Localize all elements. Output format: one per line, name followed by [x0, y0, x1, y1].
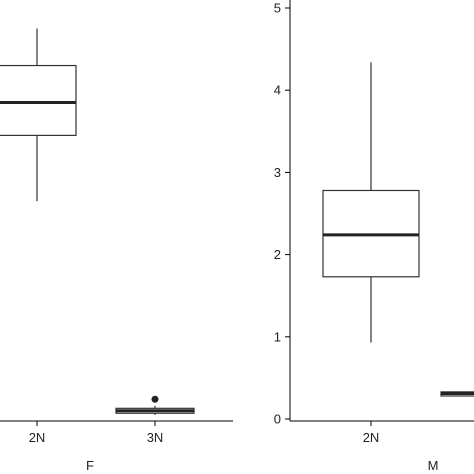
panel-m-y-tick-label: 1: [274, 329, 281, 344]
panel-f-x-tick-label: 3N: [147, 430, 164, 445]
panel-m-y-tick-label: 0: [274, 412, 281, 427]
outlier-point: [151, 395, 159, 403]
panel-f-box-2N: [0, 28, 77, 202]
panel-m-x-tick-label: 2N: [363, 430, 380, 445]
panel-f-x-tick-label: 2N: [29, 430, 46, 445]
panel-m-box-2N: [322, 62, 420, 343]
panel-m-y-tick-label: 2: [274, 247, 281, 262]
panel-f-box-3N: [115, 395, 195, 415]
panel-m-y-tick-label: 3: [274, 165, 281, 180]
iqr-box: [0, 64, 77, 137]
panel-f: 2N 3N F: [0, 28, 233, 473]
panel-m-facet-label: M: [428, 458, 439, 473]
panel-m-y-tick-label: 5: [274, 1, 281, 16]
panel-m-box-3N: [440, 391, 474, 397]
panel-m-y-tick-label: 4: [274, 83, 281, 98]
panel-f-facet-label: F: [86, 458, 94, 473]
